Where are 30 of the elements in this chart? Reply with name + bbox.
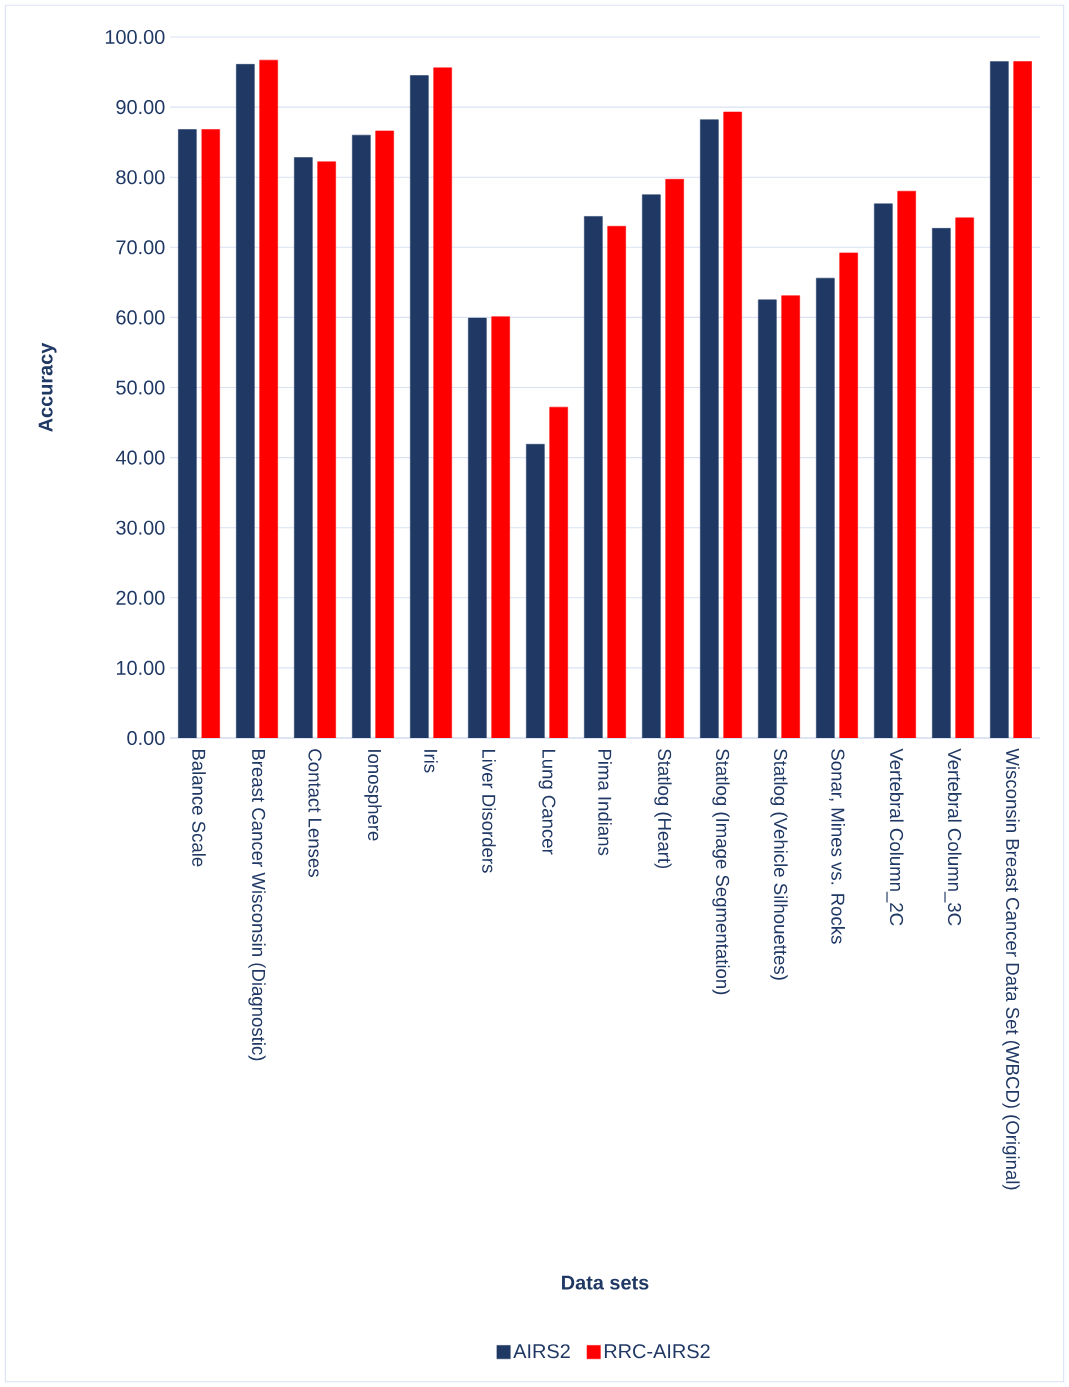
- x-tick-label: Breast Cancer Wisconsin (Diagnostic): [248, 749, 266, 1061]
- x-tick-label: Iris: [424, 750, 438, 773]
- y-tick-label: 90.00: [116, 100, 165, 115]
- x-tick-label: Vertebral Column_3C: [944, 748, 962, 926]
- x-tick-label: Sonar, Mines vs. Rocks: [829, 749, 845, 944]
- y-tick-label: 100.00: [105, 29, 165, 45]
- y-tick-label: 40.00: [115, 450, 165, 465]
- y-tick-label: 70.00: [116, 240, 165, 255]
- y-tick-label: 20.00: [116, 590, 165, 605]
- x-axis-title: Data sets: [562, 1275, 649, 1290]
- x-tick-label: Contact Lenses: [308, 749, 322, 877]
- x-tick-label: Vertebral Column_2C: [886, 748, 904, 926]
- y-tick-label: 50.00: [116, 380, 165, 395]
- x-tick-label: Liver Disorders: [482, 749, 496, 873]
- y-tick-label: 30.00: [116, 520, 165, 535]
- x-tick-label: Statlog (Vehicle Silhouettes): [770, 749, 788, 980]
- x-tick-label: Statlog (Image Segmentation): [712, 749, 730, 995]
- x-tick-label: Pima Indians: [598, 749, 612, 856]
- y-axis-title: Accuracy: [38, 342, 57, 432]
- legend-label: RRC-AIRS2: [604, 1344, 710, 1359]
- x-tick-label: Ionosphere: [364, 750, 382, 841]
- y-tick-label: 0.00: [127, 730, 165, 746]
- x-tick-label: Wisconsin Breast Cancer Data Set (WBCD) (Original): [1002, 748, 1020, 1190]
- x-tick-label: Lung Cancer: [538, 749, 556, 855]
- x-tick-label: Balance Scale: [192, 749, 206, 867]
- y-tick-label: 80.00: [116, 170, 165, 185]
- legend-label: AIRS2: [513, 1344, 570, 1359]
- y-tick-label: 60.00: [116, 310, 165, 325]
- x-tick-label: Statlog (Heart): [654, 749, 672, 869]
- y-tick-label: 10.00: [116, 660, 165, 675]
